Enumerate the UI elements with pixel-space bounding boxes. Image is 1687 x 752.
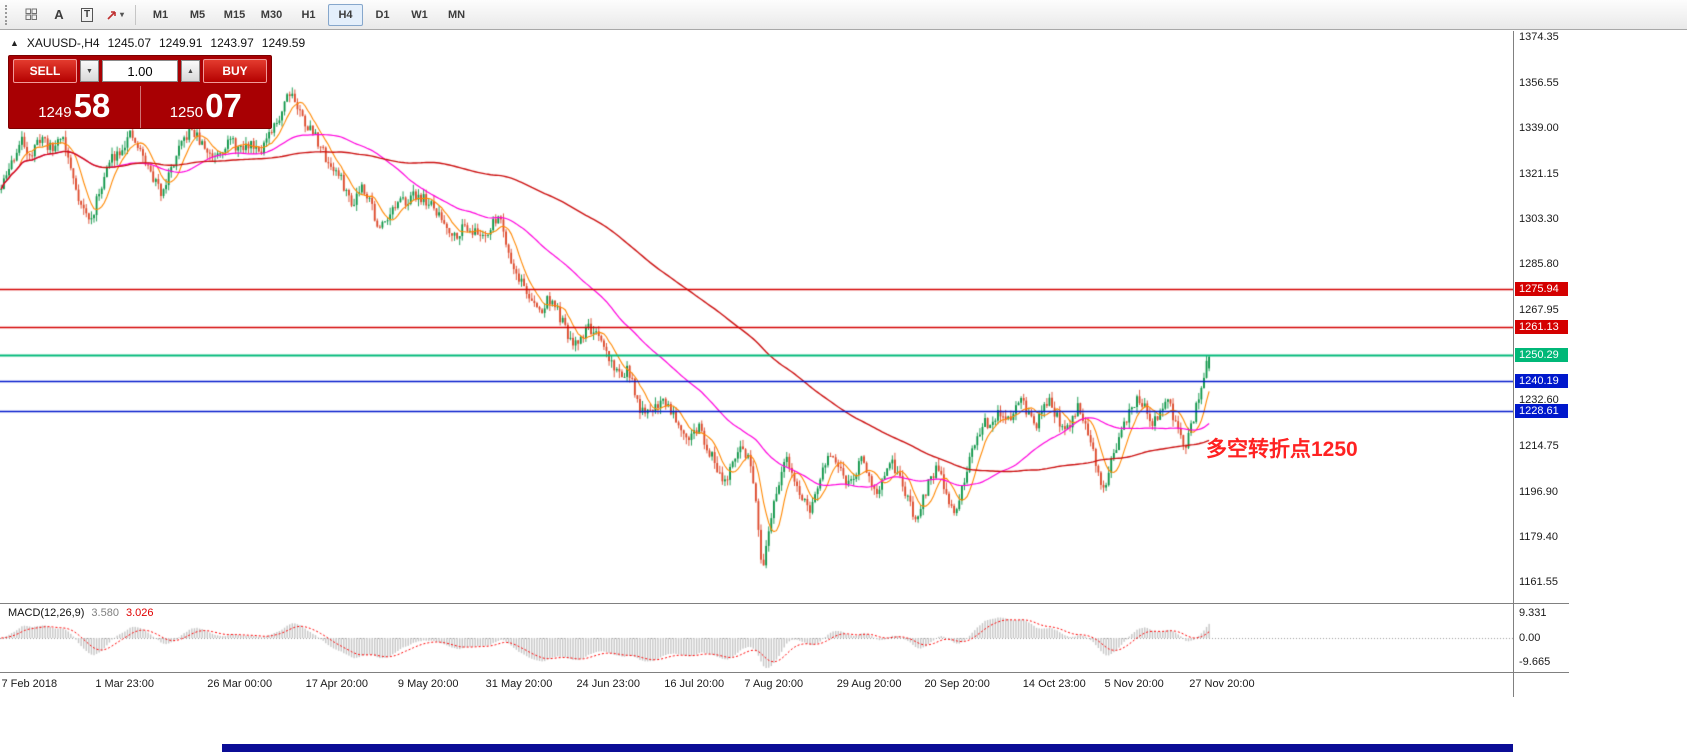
toolbar-separator xyxy=(135,4,136,25)
ask-price: 1250 07 xyxy=(141,86,272,128)
time-axis-label: 31 May 20:00 xyxy=(485,678,553,690)
price-axis-label: 1356.55 xyxy=(1519,76,1559,89)
price-axis-label: 1374.35 xyxy=(1519,31,1559,44)
macd-name: MACD(12,26,9) xyxy=(8,607,85,619)
macd-canvas xyxy=(0,604,1513,672)
grid-icon xyxy=(25,8,37,20)
macd-axis-label: 9.331 xyxy=(1519,607,1547,619)
bid-price-big: 58 xyxy=(73,87,111,124)
macd-panel: MACD(12,26,9) 3.580 3.026 xyxy=(0,604,1513,672)
arrows-tool-dropdown[interactable]: ▾ xyxy=(102,3,128,27)
horizontal-scrollbar[interactable] xyxy=(222,744,1513,752)
text-tool-button[interactable]: A xyxy=(54,7,64,22)
price-line-badge: 1250.29 xyxy=(1515,348,1568,363)
price-up-arrow-icon: ▲ xyxy=(10,38,19,48)
timeframe-m15[interactable]: M15 xyxy=(223,8,246,21)
time-axis-label: 20 Sep 20:00 xyxy=(924,678,990,690)
price-axis-label: 1214.75 xyxy=(1519,440,1559,453)
text-label-tool-button[interactable]: T xyxy=(74,3,100,27)
macd-signal-value: 3.026 xyxy=(125,607,154,619)
toolbar: A T ▾ M1 M5 M15 M30 H1 H4 D1 W1 MN xyxy=(0,0,1687,30)
price-line-badge: 1261.13 xyxy=(1515,320,1568,335)
buy-button[interactable]: BUY xyxy=(203,59,267,83)
bid-price-small: 1249 xyxy=(38,104,72,121)
price-axis-label: 1339.00 xyxy=(1519,121,1559,134)
timeframe-w1[interactable]: W1 xyxy=(411,8,428,21)
macd-main-value: 3.580 xyxy=(91,607,119,619)
macd-axis-label: 0.00 xyxy=(1519,632,1541,644)
time-axis-label: 29 Aug 20:00 xyxy=(836,678,902,690)
macd-indicator-label: MACD(12,26,9) 3.580 3.026 xyxy=(8,607,153,619)
price-axis-label: 1303.30 xyxy=(1519,213,1559,226)
price-axis-label: 1321.15 xyxy=(1519,167,1559,180)
macd-axis-label: -9.665 xyxy=(1519,656,1551,668)
price-axis-label: 1196.90 xyxy=(1519,485,1558,498)
timeframe-m1[interactable]: M1 xyxy=(152,8,169,21)
chart-symbol: XAUUSD-,H4 xyxy=(26,36,100,50)
ohlc-high: 1249.91 xyxy=(159,36,203,50)
grid-tool-icon[interactable] xyxy=(18,3,44,27)
time-axis[interactable]: 7 Feb 2018 1 Mar 23:00 26 Mar 00:00 17 Apr … xyxy=(0,673,1513,697)
time-axis-label: 24 Jun 23:00 xyxy=(576,678,641,690)
timeframe-d1[interactable]: D1 xyxy=(375,8,390,21)
price-axis-label: 1179.40 xyxy=(1519,530,1558,543)
macd-panel-top-separator[interactable] xyxy=(0,603,1569,604)
chart-ohlc-header: ▲ XAUUSD-,H4 1245.07 1249.91 1243.97 124… xyxy=(10,36,305,50)
caret-down-icon: ▾ xyxy=(119,10,124,19)
time-axis-label: 5 Nov 20:00 xyxy=(1104,678,1164,690)
ask-price-small: 1250 xyxy=(169,104,204,121)
price-axis[interactable]: 1374.35 1356.55 1339.00 1321.15 1303.30 1285.… xyxy=(1513,31,1569,697)
price-axis-label: 1285.80 xyxy=(1519,258,1559,271)
one-click-trading-panel: SELL ▼ ▲ BUY 1249 58 1250 07 xyxy=(8,55,272,129)
volume-up-button[interactable]: ▲ xyxy=(181,60,200,82)
timeframe-h4[interactable]: H4 xyxy=(328,3,363,26)
price-axis-label: 1161.55 xyxy=(1519,576,1558,589)
label-tool-glyph: T xyxy=(80,7,94,22)
price-line-badge: 1228.61 xyxy=(1515,403,1568,418)
volume-down-button[interactable]: ▼ xyxy=(80,60,99,82)
price-axis-label: 1267.95 xyxy=(1519,303,1559,316)
time-axis-label: 14 Oct 23:00 xyxy=(1022,678,1086,690)
price-line-badge: 1275.94 xyxy=(1515,282,1568,297)
ohlc-open: 1245.07 xyxy=(107,36,151,50)
time-axis-label: 26 Mar 00:00 xyxy=(207,678,273,690)
ask-price-big: 07 xyxy=(205,87,242,124)
timeframe-h1[interactable]: H1 xyxy=(301,8,316,21)
volume-input[interactable] xyxy=(102,60,178,82)
chart-area: ▲ XAUUSD-,H4 1245.07 1249.91 1243.97 124… xyxy=(0,31,1513,603)
time-axis-label: 7 Aug 20:00 xyxy=(744,678,804,690)
time-axis-label: 9 May 20:00 xyxy=(397,678,459,690)
price-line-badge: 1240.19 xyxy=(1515,373,1568,388)
sell-button[interactable]: SELL xyxy=(13,59,77,83)
time-axis-label: 27 Nov 20:00 xyxy=(1189,678,1255,690)
price-axis-label: 1232.60 xyxy=(1519,394,1559,407)
chart-annotation-text: 多空转折点1250 xyxy=(1206,438,1358,461)
toolbar-gripper[interactable] xyxy=(5,4,11,25)
time-axis-label: 1 Mar 23:00 xyxy=(95,678,155,690)
time-axis-label: 7 Feb 2018 xyxy=(1,678,58,690)
timeframe-mn[interactable]: MN xyxy=(447,8,466,21)
ohlc-close: 1249.59 xyxy=(261,36,306,50)
timeframe-m30[interactable]: M30 xyxy=(260,8,283,21)
time-axis-label: 17 Apr 20:00 xyxy=(305,678,369,690)
ohlc-low: 1243.97 xyxy=(210,36,254,50)
time-axis-label: 16 Jul 20:00 xyxy=(664,678,725,690)
timeframe-m5[interactable]: M5 xyxy=(189,8,206,21)
macd-panel-bottom-separator[interactable] xyxy=(0,672,1569,673)
bid-price: 1249 58 xyxy=(9,86,141,128)
arrow-shape-icon xyxy=(107,10,116,20)
